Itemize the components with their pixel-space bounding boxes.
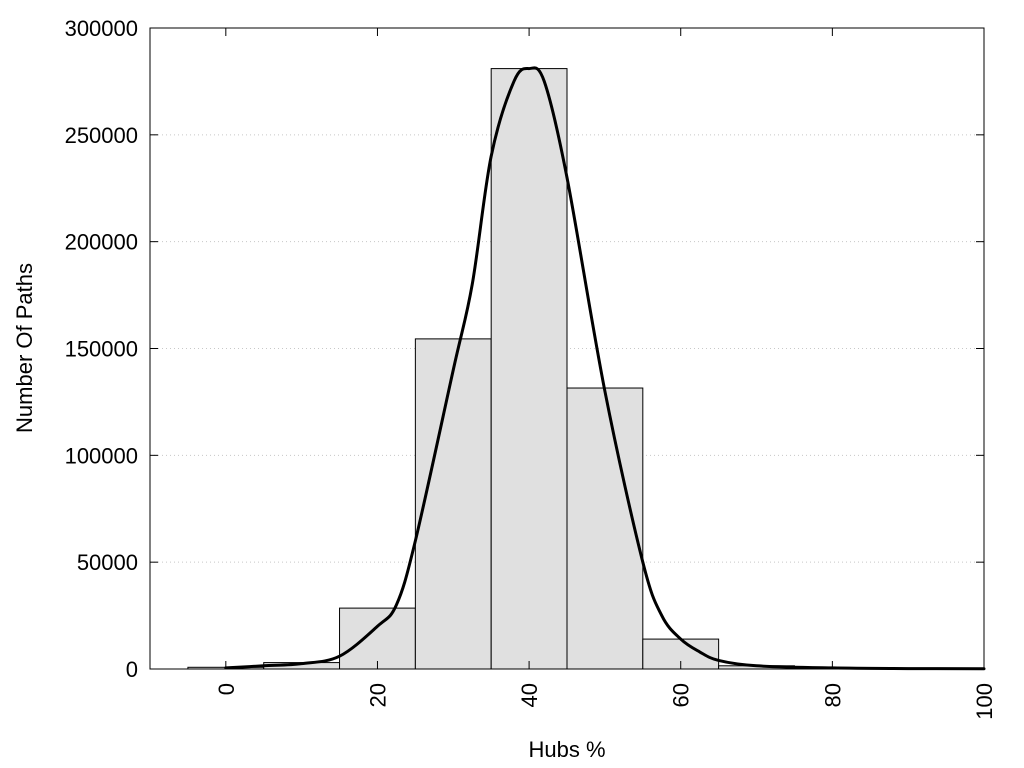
y-tick-label: 250000: [65, 123, 138, 148]
x-tick-label: 20: [365, 683, 390, 707]
y-tick-label: 100000: [65, 443, 138, 468]
y-tick-label: 50000: [77, 550, 138, 575]
histogram-bar: [490, 68, 568, 670]
x-tick-label: 60: [669, 683, 694, 707]
x-tick-label: 0: [214, 683, 239, 695]
histogram-bar: [339, 607, 416, 670]
x-tick-label: 40: [517, 683, 542, 707]
x-tick-label: 100: [972, 683, 997, 720]
density-curve-group: [224, 66, 986, 671]
y-axis-label: Number Of Paths: [12, 263, 37, 433]
y-tick-label: 200000: [65, 230, 138, 255]
histogram-bar: [414, 338, 492, 670]
x-tick-label: 80: [820, 683, 845, 707]
y-tick-label: 150000: [65, 337, 138, 362]
histogram-bars: [187, 68, 985, 670]
histogram-bar: [566, 387, 644, 670]
axis-ticks: 0 50000 100000 150000 200000 250000 300000 0 20 4…: [65, 16, 997, 720]
y-tick-label: 0: [126, 657, 138, 682]
x-axis-label: Hubs %: [528, 737, 605, 762]
y-tick-label: 300000: [65, 16, 138, 41]
density-curve: [224, 66, 986, 671]
